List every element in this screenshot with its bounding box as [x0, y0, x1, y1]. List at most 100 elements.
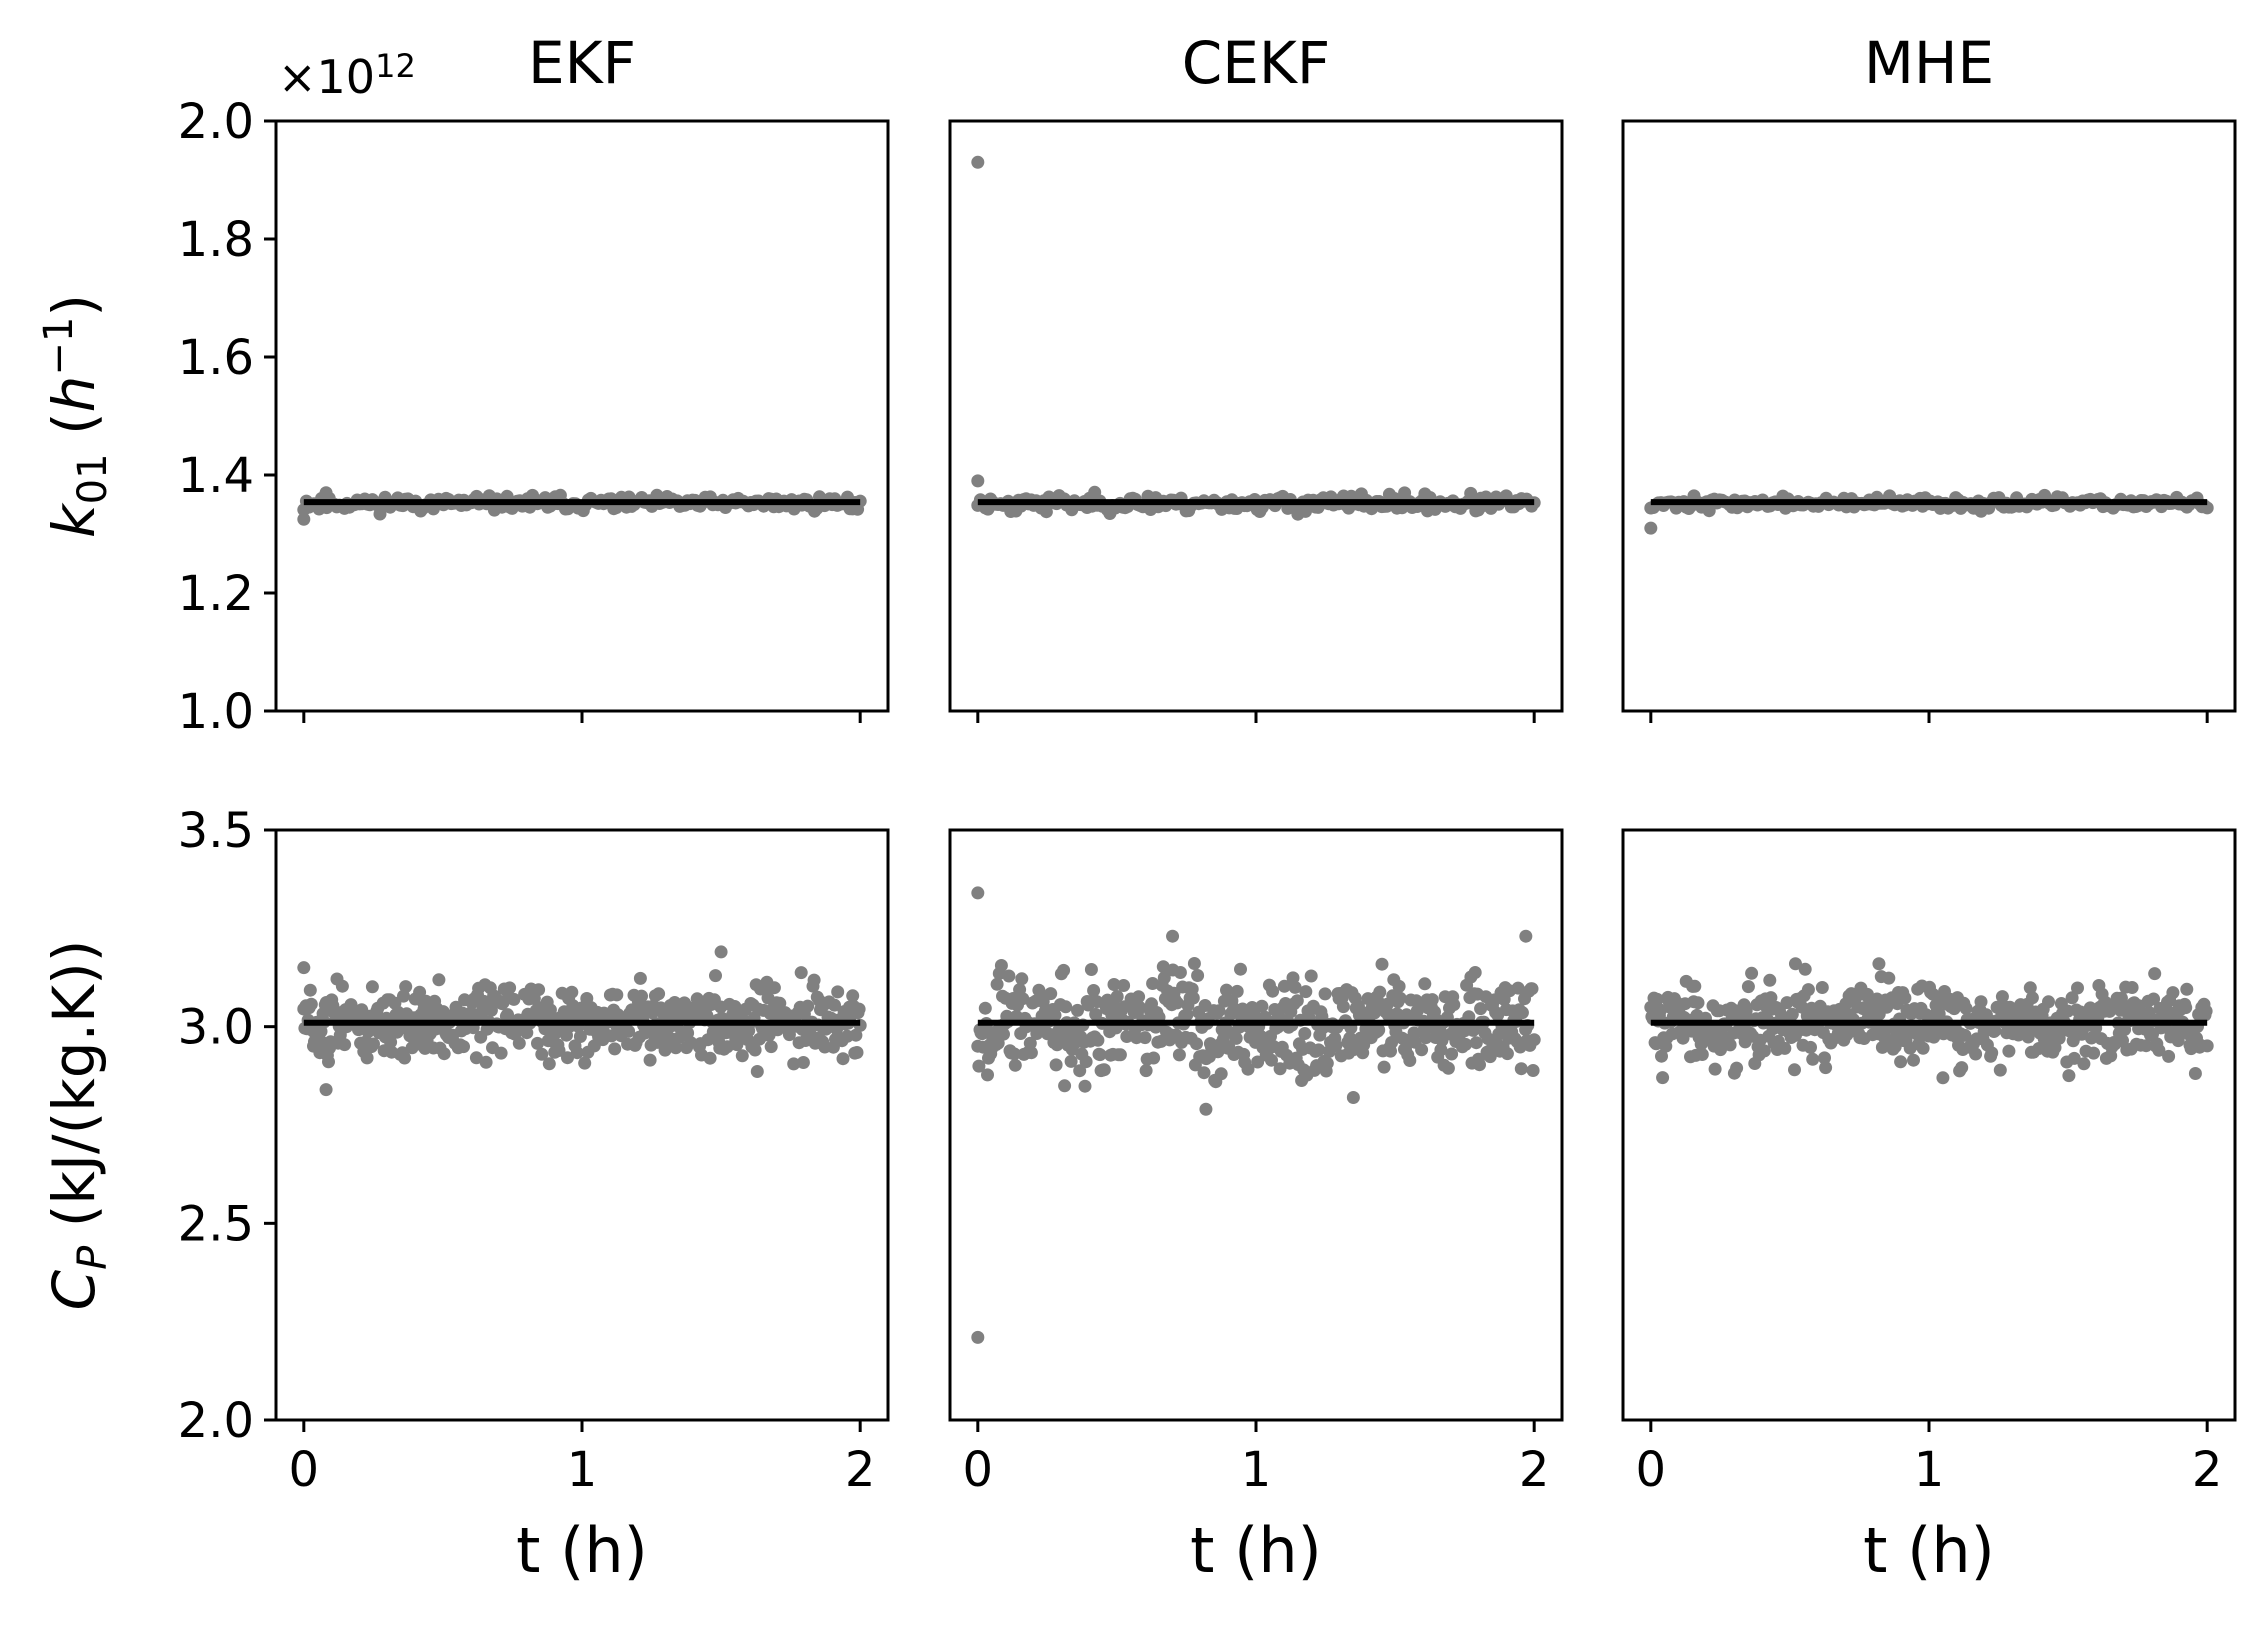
- data-point: [1695, 1048, 1709, 1061]
- data-point: [1745, 966, 1759, 980]
- data-point: [457, 1040, 470, 1054]
- outlier-point: [1788, 957, 1802, 971]
- plot-area: [1644, 488, 2214, 535]
- data-point: [512, 1036, 526, 1050]
- data-point: [1655, 1049, 1668, 1063]
- data-point: [1044, 987, 1058, 1001]
- data-point: [2162, 1049, 2176, 1063]
- data-point: [1377, 1060, 1391, 1074]
- data-point: [622, 1024, 636, 1038]
- data-point: [2139, 1039, 2153, 1053]
- subplot-title: MHE: [1864, 29, 1994, 97]
- data-point: [1514, 1062, 1528, 1076]
- data-point: [1415, 1043, 1429, 1057]
- data-point: [1230, 984, 1244, 998]
- data-point: [1714, 1043, 1727, 1057]
- data-point: [1318, 987, 1332, 1001]
- data-point: [1974, 995, 1988, 1009]
- data-point: [1464, 486, 1478, 500]
- plot-area: [1644, 957, 2214, 1085]
- data-point: [2148, 967, 2162, 981]
- data-point: [1403, 1054, 1417, 1067]
- subplot-1-1: EKF 1.0 1.2 1.4 1.6 1.8 2.0 k01 (h−1) ×1012: [36, 29, 890, 740]
- data-point: [2087, 1046, 2101, 1060]
- data-point: [1525, 982, 1539, 996]
- data-point: [304, 997, 318, 1011]
- data-point: [1806, 1052, 1820, 1066]
- data-point: [1730, 1061, 1744, 1075]
- data-point: [1273, 1062, 1287, 1076]
- data-point: [1958, 1028, 1972, 1042]
- data-point: [1880, 1000, 1894, 1014]
- data-point: [1172, 1048, 1186, 1062]
- data-point: [1180, 1008, 1194, 1022]
- data-point: [384, 1035, 398, 1049]
- data-point: [1299, 985, 1313, 999]
- data-point: [990, 977, 1004, 991]
- outlier-point: [319, 486, 333, 500]
- data-point: [1500, 1047, 1514, 1061]
- data-point: [1466, 1023, 1480, 1037]
- data-point: [1190, 1037, 1203, 1051]
- data-point: [997, 1027, 1010, 1041]
- data-point: [608, 1042, 622, 1056]
- data-point: [1329, 1039, 1343, 1052]
- data-point: [1676, 1031, 1690, 1045]
- data-point: [1336, 1000, 1350, 1014]
- data-point: [398, 1051, 412, 1065]
- data-point: [1197, 1066, 1211, 1080]
- data-point: [1373, 985, 1387, 999]
- data-point: [1265, 1053, 1278, 1067]
- data-point: [643, 1053, 657, 1067]
- data-point: [1926, 987, 1940, 1001]
- data-point: [1483, 1050, 1497, 1064]
- x-axis-label: t (h): [1190, 1514, 1322, 1587]
- data-point: [543, 1003, 557, 1017]
- data-point: [652, 987, 666, 1001]
- data-point: [2125, 981, 2139, 994]
- data-point: [767, 981, 781, 995]
- data-point: [796, 1056, 810, 1069]
- data-point: [1064, 1054, 1078, 1068]
- outlier-point: [297, 961, 311, 975]
- data-point: [1468, 966, 1482, 979]
- axes-frame: [1621, 119, 2237, 713]
- y-tick-label: 2.0: [178, 1393, 254, 1449]
- data-point: [1375, 957, 1389, 971]
- data-point: [507, 992, 521, 1006]
- data-point: [730, 1038, 744, 1052]
- y-tick-label: 1.0: [178, 684, 254, 740]
- data-point: [322, 1055, 335, 1069]
- data-point: [1008, 1058, 1022, 1072]
- data-point: [1447, 998, 1461, 1012]
- data-point: [1214, 1067, 1228, 1081]
- data-point: [542, 1057, 556, 1071]
- data-point: [1469, 1036, 1483, 1050]
- data-point: [494, 1046, 508, 1060]
- data-point: [764, 1040, 778, 1054]
- data-point: [1007, 1047, 1021, 1061]
- data-point: [365, 980, 379, 994]
- data-point: [2077, 1057, 2091, 1071]
- y-tick-label: 3.0: [178, 1000, 254, 1056]
- subplot-2-2: 0 1 2 t (h): [948, 828, 1564, 1587]
- data-point: [1191, 969, 1205, 982]
- outlier-point: [297, 512, 311, 526]
- data-point: [578, 1056, 592, 1070]
- data-point: [469, 1051, 483, 1065]
- outlier-point: [1936, 1071, 1950, 1085]
- y-tick-label: 3.5: [178, 803, 254, 859]
- data-point: [532, 983, 546, 997]
- data-point: [1173, 966, 1187, 979]
- x-tick-label: 1: [567, 1442, 598, 1498]
- data-point: [367, 1037, 380, 1051]
- data-point: [1804, 1040, 1817, 1054]
- data-point: [501, 1008, 514, 1022]
- data-point: [1656, 1071, 1670, 1085]
- data-point: [1138, 1031, 1152, 1045]
- data-point: [1526, 1064, 1540, 1077]
- data-point: [1385, 1036, 1399, 1049]
- x-tick-label: 0: [289, 1442, 320, 1498]
- data-point: [852, 1002, 866, 1016]
